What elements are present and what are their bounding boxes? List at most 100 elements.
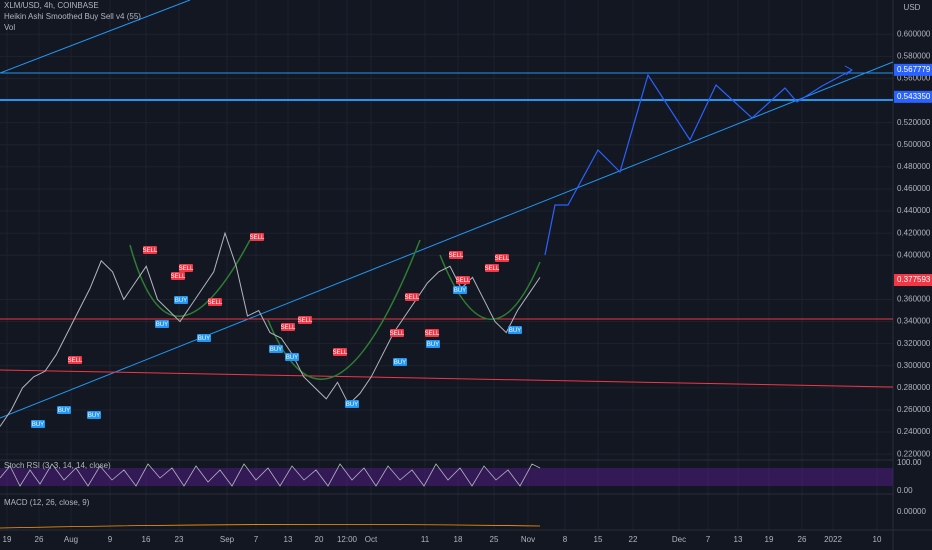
x-tick-label: 26 [35,535,44,544]
signal-label: BUY [394,360,406,366]
stoch-band [0,468,893,486]
x-tick-label: 19 [765,535,774,544]
signal-label: BUY [286,355,298,361]
x-tick-label: 12:00 [337,535,358,544]
y-tick-label: 0.400000 [897,250,931,259]
signal-box [68,356,82,364]
signal-label: BUY [454,288,466,294]
price-tag-label: 0.567779 [897,65,931,74]
volume-title: Vol [4,23,15,32]
x-tick-label: 26 [798,535,807,544]
signal-label: BUY [88,413,100,419]
signal-label: BUY [509,328,521,334]
stoch-line [0,463,541,487]
y-tick-label: 0.600000 [897,29,931,38]
y-tick-label: 0.280000 [897,383,931,392]
signal-label: BUY [198,336,210,342]
x-tick-label: 8 [563,535,568,544]
x-tick-label: 15 [594,535,603,544]
macd-line [0,524,541,529]
signal-box [87,411,101,419]
x-tick-label: Nov [521,535,535,544]
symbol-title: XLM/USD, 4h, COINBASE [4,1,99,10]
y-tick-label: 0.480000 [897,162,931,171]
signal-box [269,345,283,353]
currency: USD [904,3,921,12]
price-tag [894,274,932,287]
signals: SELLSELLSELLBUYBUYSELLBUYSELLBUYSELLSELL… [31,233,522,428]
y-tick-label: 0.500000 [897,140,931,149]
x-tick-label: Oct [365,535,378,544]
x-tick-label: 16 [142,535,151,544]
signal-box [393,358,407,366]
signal-label: SELL [333,350,348,356]
signal-box [485,264,499,272]
signal-box [425,329,439,337]
macd-title: MACD (12, 26, close, 9) [4,498,90,507]
signal-label: SELL [390,331,405,337]
signal-label: SELL [208,300,223,306]
signal-label: SELL [281,325,296,331]
y-tick-label: 0.440000 [897,206,931,215]
y-tick-label: 0.460000 [897,184,931,193]
signal-label: BUY [32,422,44,428]
signal-box [495,254,509,262]
price-tag-label: 0.543350 [897,92,931,101]
x-tick-label: 13 [284,535,293,544]
signal-label: SELL [298,318,313,324]
signal-box [508,326,522,334]
signal-box [390,329,404,337]
signal-box [281,323,295,331]
signal-label: BUY [346,402,358,408]
signal-label: SELL [68,358,83,364]
trend-line [0,369,894,388]
signal-box [456,276,470,284]
x-tick-label: 22 [629,535,638,544]
signal-box [298,316,312,324]
y-tick-label: 0.420000 [897,228,931,237]
cup-curve [129,239,251,317]
price-tag [894,90,932,103]
signal-box [453,286,467,294]
signal-label: BUY [156,322,168,328]
signal-label: BUY [58,408,70,414]
y-tick-label: 0.360000 [897,295,931,304]
signal-label: SELL [250,235,265,241]
signal-box [285,353,299,361]
grid [0,0,893,530]
signal-box [179,264,193,272]
cup-curve [439,254,541,320]
indicator-title: Heikin Ashi Smoothed Buy Sell v4 (55) [4,12,141,21]
signal-label: BUY [270,347,282,353]
signal-label: SELL [449,253,464,259]
y-tick-label: 0.220000 [897,449,931,458]
cup-curve [267,239,421,380]
y-tick-label: 0.300000 [897,361,931,370]
signal-box [155,320,169,328]
y-tick-label: 0.340000 [897,317,931,326]
signal-box [405,293,419,301]
x-tick-label: 2022 [824,535,842,544]
y-tick-label: 0.560000 [897,74,931,83]
trend-line [0,61,894,419]
x-tick-label: 20 [315,535,324,544]
x-tick-label: 7 [706,535,711,544]
signal-box [57,406,71,414]
price-layer [0,231,541,427]
signal-box [333,348,347,356]
x-tick-label: Aug [64,535,78,544]
signal-box [250,233,264,241]
x-tick-label: 13 [734,535,743,544]
signal-label: BUY [175,298,187,304]
signal-box [449,251,463,259]
signal-box [208,298,222,306]
y-tick-label: 0.580000 [897,51,931,60]
signal-box [197,334,211,342]
x-tick-label: 7 [254,535,259,544]
signal-label: SELL [171,274,186,280]
signal-label: SELL [456,278,471,284]
price-line [0,231,541,427]
macd-zero: 0.00000 [897,507,926,516]
